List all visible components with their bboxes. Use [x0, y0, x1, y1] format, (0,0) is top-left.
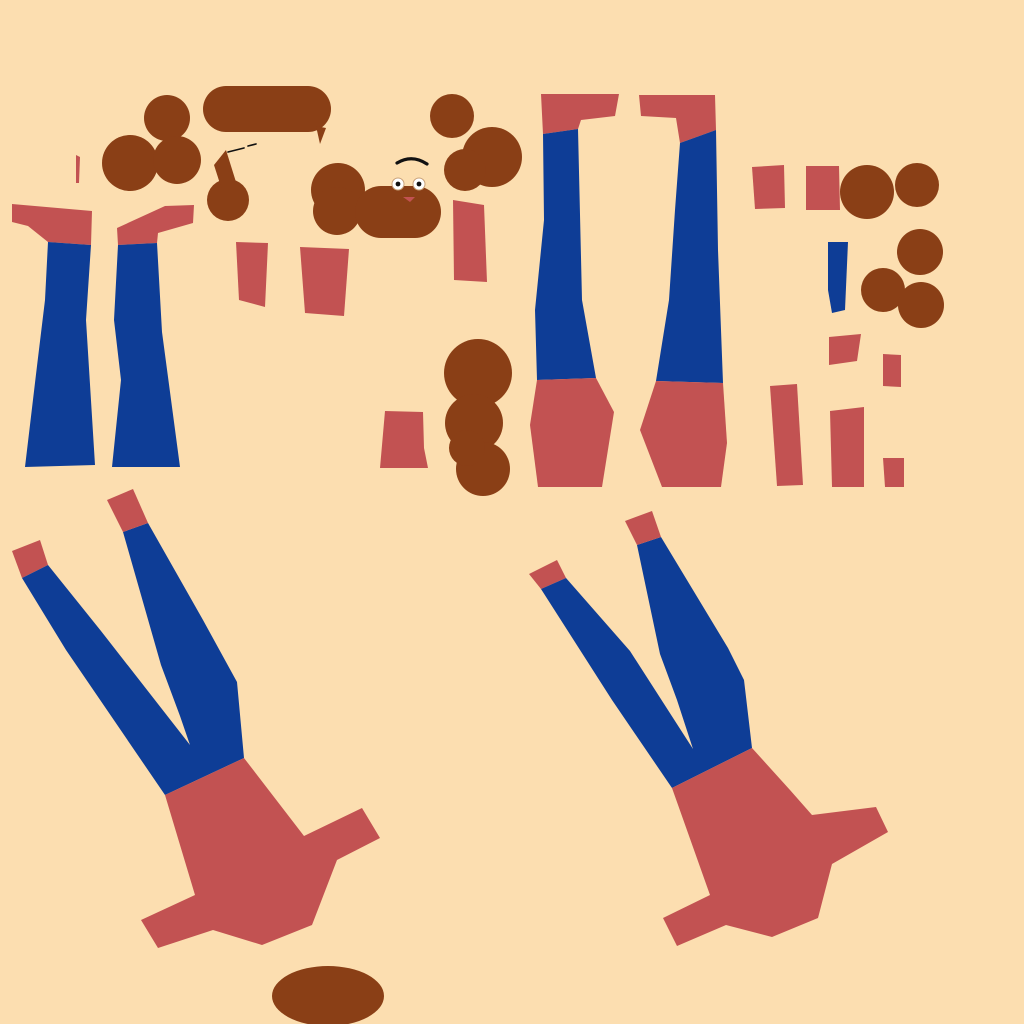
eyebrow	[395, 157, 429, 166]
face-features	[227, 143, 429, 202]
small-face-mark-left	[227, 143, 257, 153]
hair-cluster-top-left	[102, 95, 249, 221]
hair-cluster-right	[840, 163, 944, 328]
body-diagonal-right	[529, 511, 888, 946]
hair-cluster-middle	[444, 339, 512, 496]
hair-cluster-head-center	[311, 94, 522, 238]
hair-blob-bottom	[272, 966, 384, 1024]
mouth-mark	[403, 197, 415, 202]
pants-strip	[828, 242, 848, 313]
left-pupil	[395, 181, 401, 187]
legs-pair-center	[530, 94, 727, 487]
legs-pair-left	[12, 155, 194, 467]
body-diagonal-left	[12, 489, 380, 948]
right-pupil	[416, 181, 422, 187]
hair-strip-top	[203, 86, 331, 144]
shirt-patches	[236, 165, 904, 487]
